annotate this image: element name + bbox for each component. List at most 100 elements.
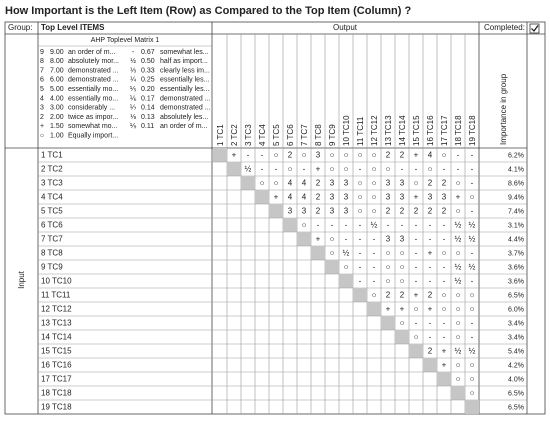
- matrix-cell: 2: [386, 291, 391, 300]
- matrix-cell: ○: [330, 235, 335, 244]
- row-label: 18 TC18: [41, 389, 72, 398]
- matrix-cell: -: [415, 263, 418, 272]
- scale-symbol: 7: [40, 67, 44, 74]
- scale-symbol: 3: [40, 105, 44, 112]
- matrix-cell: ○: [386, 277, 391, 286]
- matrix-cell: 4: [302, 193, 307, 202]
- scale-symbol: 6: [40, 77, 44, 84]
- scale-value: 0.14: [141, 105, 155, 112]
- matrix-cell: -: [247, 151, 250, 160]
- column-header: 12 TC12: [370, 115, 379, 146]
- row-label: 13 TC13: [41, 319, 72, 328]
- matrix-cell: +: [414, 193, 419, 202]
- importance-value: 7.4%: [508, 208, 524, 215]
- matrix-cell: ½: [343, 249, 350, 258]
- scale-symbol: ½: [130, 57, 136, 65]
- matrix-cell: -: [415, 235, 418, 244]
- matrix-cell: ○: [358, 207, 363, 216]
- matrix-cell: -: [401, 221, 404, 230]
- matrix-cell: ○: [330, 165, 335, 174]
- matrix-cell: 3: [288, 207, 293, 216]
- importance-value: 4.0%: [508, 376, 524, 383]
- importance-value: 6.5%: [508, 390, 524, 397]
- importance-value: 6.0%: [508, 306, 524, 313]
- matrix-cell: ○: [302, 151, 307, 160]
- matrix-cell: ○: [386, 263, 391, 272]
- matrix-cell: 2: [400, 291, 405, 300]
- column-header: 11 TC11: [356, 116, 365, 146]
- matrix-cell: 4: [288, 193, 293, 202]
- matrix-cell: ○: [456, 361, 461, 370]
- completed-checkbox[interactable]: [529, 23, 540, 34]
- table-border: [4, 21, 546, 415]
- matrix-cell: 2: [386, 151, 391, 160]
- matrix-cell: ○: [428, 165, 433, 174]
- matrix-cell: ○: [274, 151, 279, 160]
- matrix-cell: 2: [428, 179, 433, 188]
- matrix-cell: ½: [455, 235, 462, 244]
- matrix-cell: ○: [400, 277, 405, 286]
- matrix-cell: -: [471, 151, 474, 160]
- matrix-cell: +: [316, 165, 321, 174]
- matrix-cell: ½: [245, 165, 252, 174]
- scale-value: 1.50: [50, 123, 64, 130]
- matrix-cell: -: [373, 277, 376, 286]
- scale-value: 0.20: [141, 86, 155, 93]
- matrix-cell: ○: [386, 165, 391, 174]
- importance-value: 4.4%: [508, 236, 524, 243]
- column-header: 16 TC16: [426, 115, 435, 146]
- diagonal-cell: [339, 274, 353, 288]
- matrix-cell: ○: [400, 249, 405, 258]
- scale-symbol: ⅑: [130, 123, 137, 130]
- diagonal-cell: [311, 246, 325, 260]
- matrix-cell: ○: [372, 179, 377, 188]
- matrix-cell: ○: [330, 151, 335, 160]
- checkbox-box[interactable]: [529, 23, 540, 34]
- matrix-cell: ○: [344, 151, 349, 160]
- diagonal-cell: [297, 232, 311, 246]
- matrix-cell: 2: [386, 207, 391, 216]
- matrix-cell: 2: [428, 207, 433, 216]
- row-label: 16 TC16: [41, 361, 72, 370]
- matrix-cell: -: [443, 263, 446, 272]
- diagonal-cell: [437, 372, 451, 386]
- diagonal-cell: [325, 260, 339, 274]
- diagonal-cell: [451, 386, 465, 400]
- matrix-cell: +: [414, 151, 419, 160]
- matrix-cell: -: [457, 151, 460, 160]
- output-label: Output: [333, 23, 358, 32]
- scale-symbol: 2: [40, 114, 44, 121]
- column-header: 1 TC1: [216, 124, 225, 146]
- matrix-cell: 3: [330, 207, 335, 216]
- importance-value: 3.7%: [508, 250, 524, 257]
- matrix-cell: 3: [344, 179, 349, 188]
- diagonal-cell: [227, 162, 241, 176]
- matrix-cell: -: [345, 221, 348, 230]
- input-label: Input: [17, 270, 26, 289]
- matrix-cell: -: [443, 165, 446, 174]
- matrix-cell: -: [345, 235, 348, 244]
- matrix-cell: ○: [470, 389, 475, 398]
- diagonal-cell: [213, 148, 227, 162]
- scale-symbol: ⅐: [130, 105, 137, 112]
- matrix-cell: -: [317, 221, 320, 230]
- matrix-cell: -: [415, 221, 418, 230]
- scale-text: demonstrated ...: [160, 95, 211, 102]
- diagonal-cell: [381, 316, 395, 330]
- matrix-cell: 3: [302, 207, 307, 216]
- row-label: 14 TC14: [41, 333, 72, 342]
- matrix-cell: -: [415, 165, 418, 174]
- diagonal-cell: [241, 176, 255, 190]
- scale-symbol: ⅕: [130, 86, 137, 93]
- matrix-cell: ○: [442, 291, 447, 300]
- matrix-cell: -: [471, 319, 474, 328]
- completed-label: Completed:: [484, 23, 525, 32]
- scale-value: 0.33: [141, 67, 155, 74]
- scale-value: 8.00: [50, 58, 64, 65]
- scale-text: absolutely les...: [160, 114, 208, 121]
- matrix-cell: -: [387, 221, 390, 230]
- scale-symbol: 8: [40, 58, 44, 65]
- scale-text: demonstrated ...: [160, 105, 211, 112]
- matrix-cell: -: [443, 221, 446, 230]
